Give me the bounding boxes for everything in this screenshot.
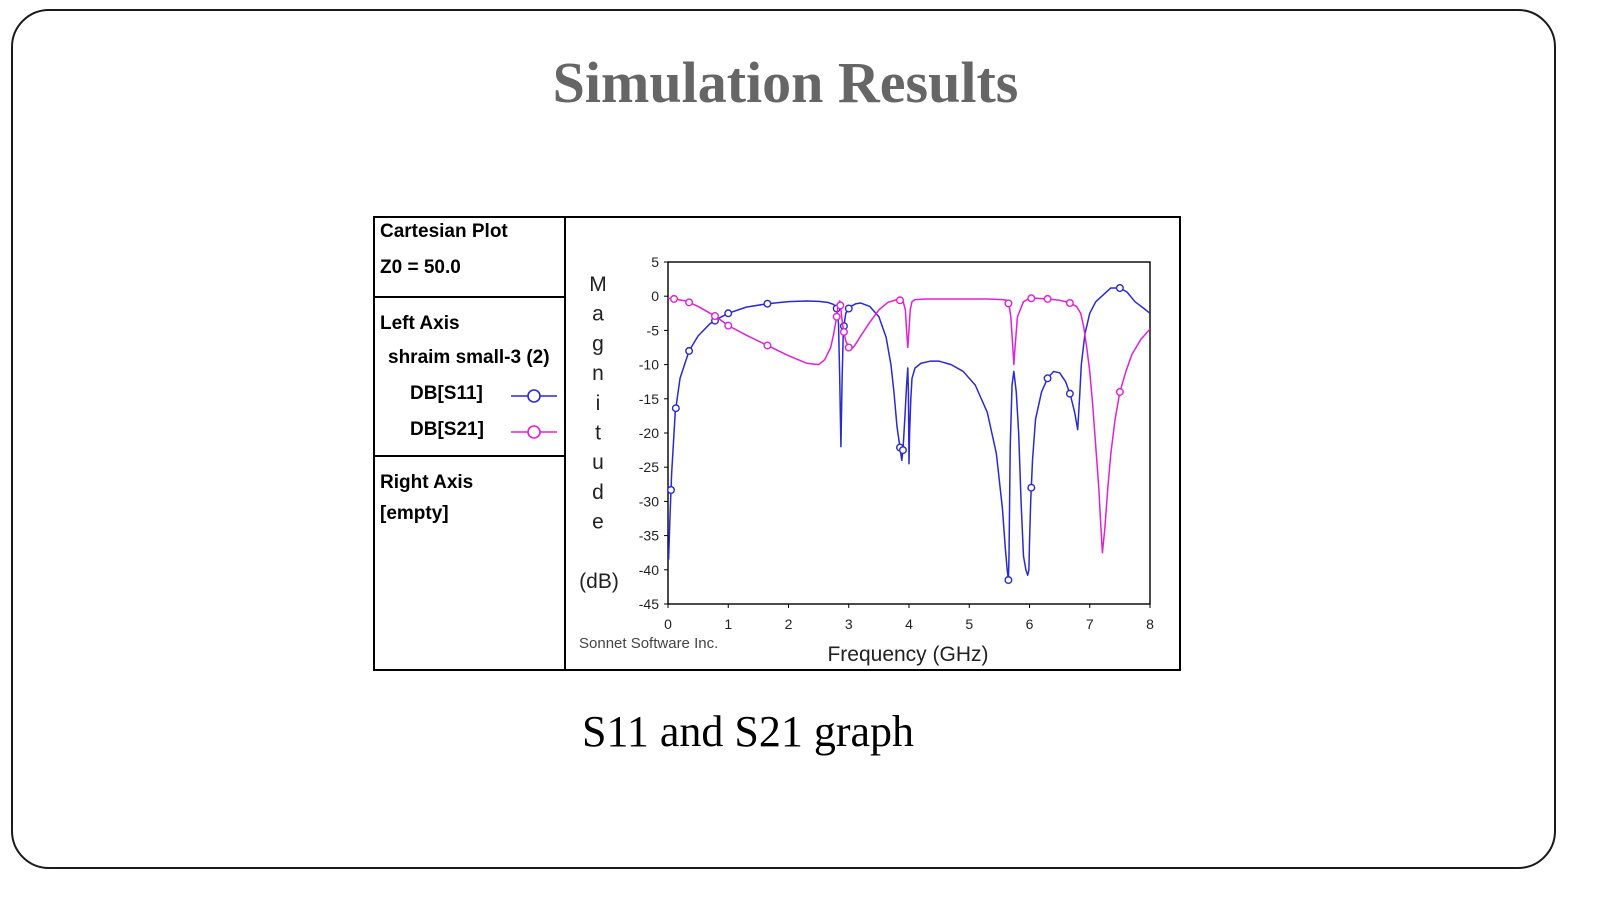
y-tick-label: -10 — [639, 357, 659, 373]
z0-label: Z0 = 50.0 — [380, 257, 461, 278]
y-axis-label-char: M — [589, 273, 607, 296]
legend-divider — [375, 296, 564, 298]
series-marker-s21 — [1027, 294, 1036, 303]
y-axis-label-char: a — [592, 303, 604, 326]
right-axis-heading: Right Axis — [380, 472, 474, 493]
series-marker-s21 — [763, 341, 772, 350]
series-marker-s11 — [685, 346, 694, 355]
legend-entry-s21: DB[S21] — [410, 419, 484, 440]
series-marker-s21 — [832, 312, 841, 321]
y-tick-label: -25 — [639, 459, 659, 475]
series-marker-s21 — [1004, 299, 1013, 308]
series-marker-s11 — [1065, 389, 1074, 398]
y-tick-label: -35 — [639, 528, 659, 544]
series-marker-s11 — [898, 446, 907, 455]
series-line-s11 — [668, 287, 1150, 581]
series-marker-s21 — [839, 327, 848, 336]
series-marker-s21 — [895, 296, 904, 305]
y-axis-label-char: t — [595, 422, 601, 445]
legend-swatch-s11 — [511, 389, 557, 403]
slide-title: Simulation Results — [552, 50, 1019, 115]
legend-panel: Cartesian Plot Z0 = 50.0 Left Axis shrai… — [375, 218, 566, 669]
series-marker-s21 — [685, 298, 694, 307]
series-marker-s21 — [1043, 294, 1052, 303]
series-marker-s11 — [724, 309, 733, 318]
slide-frame: Simulation Results Cartesian Plot Z0 = 5… — [11, 9, 1556, 869]
series-marker-s21 — [1115, 387, 1124, 396]
series-marker-s21 — [670, 294, 679, 303]
x-tick-label: 8 — [1146, 616, 1154, 632]
y-axis-label-char: u — [592, 451, 604, 474]
legend-entry-s11: DB[S11] — [410, 383, 483, 404]
x-tick-label: 3 — [845, 616, 853, 632]
left-axis-heading: Left Axis — [380, 313, 460, 334]
x-tick-label: 5 — [965, 616, 973, 632]
y-tick-label: -15 — [639, 391, 659, 407]
series-marker-s11 — [1043, 374, 1052, 383]
x-tick-label: 6 — [1026, 616, 1034, 632]
series-marker-s21 — [724, 321, 733, 330]
y-tick-label: 5 — [651, 254, 659, 270]
series-marker-s11 — [1027, 483, 1036, 492]
series-marker-s11 — [1115, 283, 1124, 292]
y-axis-label-char: n — [592, 362, 604, 385]
series-line-s21 — [668, 297, 1150, 554]
legend-swatch-s21 — [511, 425, 557, 439]
series-marker-s21 — [844, 343, 853, 352]
slide-caption: S11 and S21 graph — [581, 707, 915, 756]
series-marker-s11 — [844, 304, 853, 313]
x-tick-label: 4 — [905, 616, 913, 632]
series-marker-s21 — [710, 312, 719, 321]
y-axis-label-char: d — [592, 481, 604, 504]
y-axis-label-char: e — [592, 511, 604, 534]
y-tick-label: -30 — [639, 493, 659, 509]
series-marker-s11 — [1004, 576, 1013, 585]
x-tick-label: 7 — [1086, 616, 1094, 632]
series-marker-s11 — [671, 404, 680, 413]
sonnet-plot-figure: Cartesian Plot Z0 = 50.0 Left Axis shrai… — [373, 216, 1181, 671]
watermark-text: Sonnet Software Inc. — [579, 635, 718, 652]
y-tick-label: -20 — [639, 425, 659, 441]
legend-divider — [375, 455, 564, 457]
series-marker-s11 — [763, 299, 772, 308]
right-axis-value: [empty] — [380, 503, 449, 524]
y-tick-label: -40 — [639, 562, 659, 578]
series-marker-s21 — [836, 301, 845, 310]
y-axis-unit: (dB) — [579, 570, 619, 593]
series-marker-s11 — [667, 486, 676, 495]
series-marker-s21 — [1065, 298, 1074, 307]
plot-type-label: Cartesian Plot — [380, 221, 508, 242]
project-name: shraim small-3 (2) — [388, 347, 550, 368]
y-axis-label-char: g — [592, 332, 604, 355]
y-tick-label: 0 — [651, 288, 659, 304]
x-axis-label: Frequency (GHz) — [827, 643, 988, 666]
y-tick-label: -45 — [639, 596, 659, 612]
x-tick-label: 2 — [785, 616, 793, 632]
y-tick-label: -5 — [647, 322, 660, 338]
y-axis-label-char: i — [596, 392, 601, 415]
plot-area: 5 0 -5 -10 -15 -20 -25 -30 -35 -40 -45 0 1 2 3 4 5 6 7 8 Mag… — [579, 254, 1154, 666]
x-tick-label: 0 — [664, 616, 672, 632]
x-tick-label: 1 — [724, 616, 732, 632]
